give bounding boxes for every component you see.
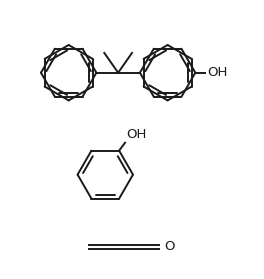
Text: O: O — [165, 240, 175, 253]
Text: OH: OH — [126, 128, 147, 141]
Text: OH: OH — [207, 66, 228, 79]
